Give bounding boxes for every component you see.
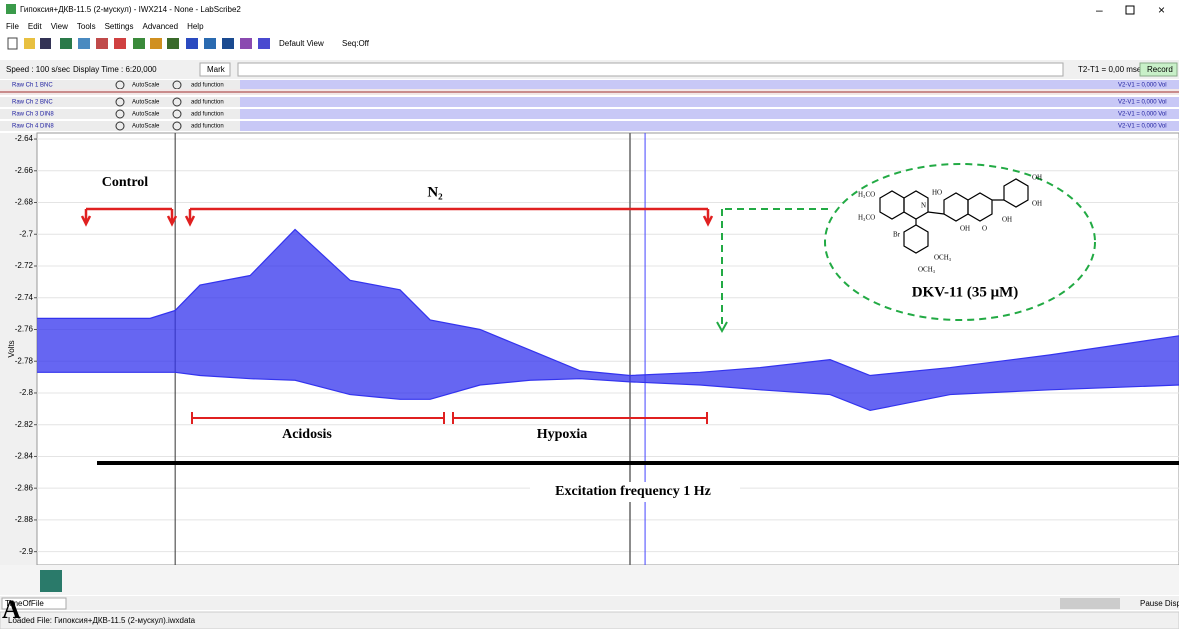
channel-name[interactable]: Raw Ch 2 BNC (12, 100, 53, 106)
default-view-button[interactable]: Default View (279, 39, 324, 48)
structure-label: N (921, 202, 926, 210)
menu-item[interactable]: Edit (28, 22, 43, 31)
page: {"window": {"title": "Гипоксия+ДКВ-11.5 … (0, 0, 1179, 629)
toolbar: Default View Seq:Off (8, 38, 370, 49)
channel-readout: V2-V1 = 0,000 Vol (1118, 124, 1167, 130)
tool-icon[interactable] (204, 38, 216, 49)
channel-bar-fill (240, 109, 1179, 119)
y-tick-label: -2.76 (15, 325, 34, 334)
tool-icon[interactable] (133, 38, 145, 49)
structure-label: O (982, 225, 987, 233)
t2-t1: T2-T1 = 0,00 msec (1078, 65, 1145, 74)
structure-label: OCH₃ (918, 266, 936, 274)
tool-icon[interactable] (150, 38, 162, 49)
menu-bar: File Edit View Tools Settings Advanced Help (6, 22, 204, 31)
y-tick-label: -2.74 (15, 293, 34, 302)
display-time[interactable]: Display Time : 6:20,000 (73, 65, 157, 74)
structure-label: H₃CO (858, 214, 875, 222)
y-tick-label: -2.7 (19, 229, 33, 238)
screen: Гипоксия+ДКВ-11.5 (2-мускул) - IWX214 - … (0, 0, 1179, 629)
channel-bars: Raw Ch 1 BNC AutoScale add function V2-V1 =… (0, 80, 1179, 131)
record-label: Record (1147, 65, 1173, 74)
y-tick-label: -2.78 (15, 356, 34, 365)
time-axis-panel (0, 565, 1179, 595)
tool-icon[interactable] (222, 38, 234, 49)
save-icon[interactable] (40, 570, 62, 592)
channel-name[interactable]: Raw Ch 3 DIN8 (12, 112, 54, 118)
add-function[interactable]: add function (191, 124, 224, 130)
y-tick-label: -2.8 (19, 388, 33, 397)
autoscale[interactable]: AutoScale (132, 100, 160, 106)
add-function[interactable]: add function (191, 83, 224, 89)
channel-name[interactable]: Raw Ch 1 BNC (12, 83, 53, 89)
add-function[interactable]: add function (191, 100, 224, 106)
panel-letter: A (2, 595, 21, 624)
scrollbar[interactable] (1060, 598, 1120, 609)
app-icon (6, 4, 16, 14)
acidosis-label: Acidosis (282, 427, 332, 442)
y-axis-title: Volts (7, 340, 16, 357)
channel-bar-fill (240, 97, 1179, 107)
compound-label: DKV-11 (35 μM) (912, 284, 1019, 300)
structure-label: OH (1002, 216, 1012, 224)
tool-icon[interactable] (96, 38, 108, 49)
tool-icon[interactable] (60, 38, 72, 49)
channel-readout: V2-V1 = 0,000 Vol (1118, 83, 1167, 89)
scroll-row (0, 596, 1179, 610)
window-title: Гипоксия+ДКВ-11.5 (2-мускул) - IWX214 - … (20, 5, 241, 14)
menu-item[interactable]: Settings (105, 22, 134, 31)
close-button[interactable]: × (1158, 3, 1165, 17)
tool-icon[interactable] (186, 38, 198, 49)
minimize-button[interactable]: – (1096, 3, 1103, 17)
tool-icon[interactable] (40, 38, 51, 49)
y-tick-label: -2.82 (15, 420, 34, 429)
control-label: Control (102, 175, 149, 190)
y-tick-label: -2.68 (15, 198, 34, 207)
autoscale[interactable]: AutoScale (132, 112, 160, 118)
excitation-label: Excitation frequency 1 Hz (555, 484, 711, 499)
y-tick-label: -2.84 (15, 452, 34, 461)
structure-label: OH (1032, 200, 1042, 208)
tool-icon[interactable] (167, 38, 179, 49)
structure-label: Br (893, 231, 901, 239)
autoscale[interactable]: AutoScale (132, 83, 160, 89)
tool-icon[interactable] (258, 38, 270, 49)
menu-item[interactable]: View (51, 22, 68, 31)
y-tick-label: -2.66 (15, 166, 34, 175)
y-tick-label: -2.88 (15, 515, 34, 524)
channel-readout: V2-V1 = 0,000 Vol (1118, 112, 1167, 118)
channel-bar-fill (240, 80, 1179, 90)
tool-icon[interactable] (78, 38, 90, 49)
structure-label: OH (960, 225, 970, 233)
autoscale[interactable]: AutoScale (132, 124, 160, 130)
menu-item[interactable]: Advanced (142, 22, 178, 31)
menu-item[interactable]: Tools (77, 22, 96, 31)
y-tick-label: -2.72 (15, 261, 34, 270)
tool-icon[interactable] (114, 38, 126, 49)
hypoxia-label: Hypoxia (537, 427, 588, 442)
tool-icon[interactable] (24, 38, 35, 49)
mark-input[interactable] (238, 63, 1063, 76)
structure-label: OCH₃ (934, 254, 952, 262)
channel-bar-fill (240, 121, 1179, 131)
y-tick-label: -2.86 (15, 483, 34, 492)
seq-button[interactable]: Seq:Off (342, 39, 370, 48)
channel-name[interactable]: Raw Ch 4 DIN8 (12, 124, 54, 130)
tool-icon[interactable] (8, 38, 17, 49)
n2-label: N₂ (427, 184, 443, 200)
tool-icon[interactable] (240, 38, 252, 49)
mark-label: Mark (207, 65, 226, 74)
structure-label: OH (1032, 174, 1042, 182)
y-tick-label: -2.64 (15, 134, 34, 143)
menu-item[interactable]: Help (187, 22, 204, 31)
speed[interactable]: Speed : 100 s/sec (6, 65, 70, 74)
y-tick-label: -2.9 (19, 547, 33, 556)
structure-label: H₃CO (858, 191, 875, 199)
status-text: Loaded File: Гипоксия+ДКВ-11.5 (2-мускул… (8, 616, 196, 625)
add-function[interactable]: add function (191, 112, 224, 118)
pause-button[interactable]: Pause Displa (1140, 599, 1179, 608)
channel-readout: V2-V1 = 0,000 Vol (1118, 100, 1167, 106)
menu-item[interactable]: File (6, 22, 19, 31)
structure-label: HO (932, 189, 942, 197)
